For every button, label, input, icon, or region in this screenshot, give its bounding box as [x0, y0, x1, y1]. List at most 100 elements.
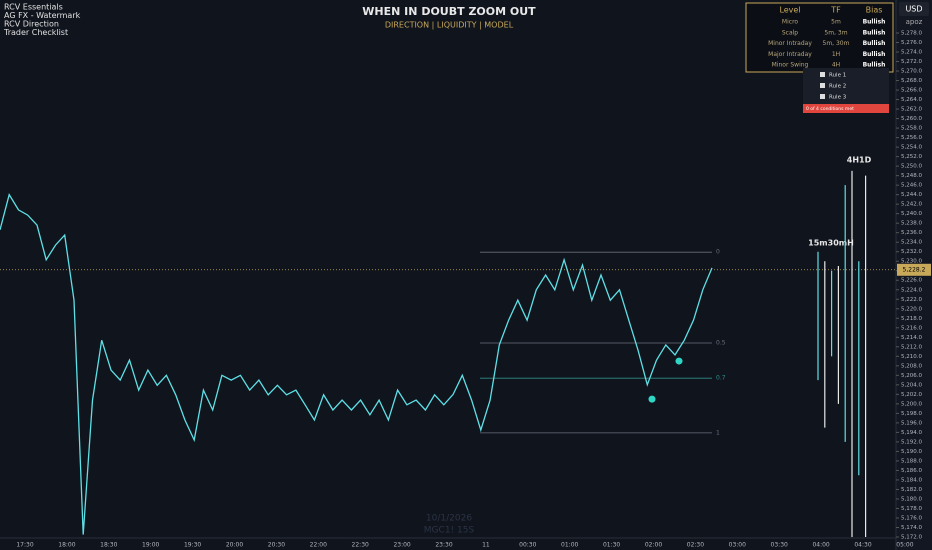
y-tick-label: 5,212.0: [901, 344, 922, 350]
table-cell: Bullish: [863, 40, 886, 47]
y-tick-label: 5,178.0: [901, 506, 922, 512]
fib-label: 0.7: [716, 375, 726, 382]
y-tick-label: 5,248.0: [901, 173, 922, 179]
y-tick-label: 5,274.0: [901, 50, 922, 56]
y-tick-label: 5,182.0: [901, 487, 922, 493]
liquidity-marker: [675, 357, 683, 365]
fib-label: 1: [716, 429, 720, 436]
table-cell: 5m, 30m: [823, 40, 850, 47]
table-header: Bias: [866, 6, 883, 15]
checkbox: [820, 83, 825, 88]
table-cell: Bullish: [863, 62, 886, 69]
y-tick-label: 5,192.0: [901, 439, 922, 445]
y-tick-label: 5,224.0: [901, 287, 922, 293]
x-tick-label: 04:00: [812, 542, 829, 549]
bias-table: [745, 2, 894, 73]
x-tick-label: 03:30: [771, 542, 788, 549]
y-tick-label: 5,266.0: [901, 88, 922, 94]
x-tick-label: 18:30: [100, 542, 117, 549]
y-tick-label: 5,204.0: [901, 382, 922, 388]
htf-label: 15m30mH: [808, 239, 854, 248]
watermark: MGC1! 15S: [424, 526, 475, 536]
y-tick-label: 5,184.0: [901, 477, 922, 483]
y-tick-label: 5,216.0: [901, 325, 922, 331]
y-tick-label: 5,244.0: [901, 192, 922, 198]
x-tick-label: 02:00: [645, 542, 662, 549]
last-price-box: [897, 263, 931, 276]
x-tick-label: 02:30: [687, 542, 704, 549]
checklist: [803, 68, 889, 104]
title: WHEN IN DOUBT ZOOM OUT: [362, 5, 536, 18]
y-tick-label: 5,174.0: [901, 525, 922, 531]
checklist-status: 0 of 4 conditions met: [806, 106, 854, 112]
table-cell: Bullish: [863, 51, 886, 58]
y-tick-label: 5,258.0: [901, 126, 922, 132]
table-cell: Scalp: [782, 29, 798, 36]
currency-button[interactable]: [899, 2, 929, 16]
y-tick-label: 5,210.0: [901, 354, 922, 360]
x-tick-label: 03:00: [729, 542, 746, 549]
y-tick-label: 5,202.0: [901, 392, 922, 398]
table-header: Level: [779, 6, 800, 15]
x-tick-label: 05:00: [896, 542, 913, 549]
watermark: 10/1/2026: [426, 514, 472, 524]
y-tick-label: 5,188.0: [901, 458, 922, 464]
user: apoz: [906, 18, 923, 26]
y-tick-label: 5,278.0: [901, 31, 922, 37]
y-tick-label: 5,254.0: [901, 145, 922, 151]
fib-label: 0.5: [716, 340, 726, 347]
currency[interactable]: USD: [905, 5, 922, 14]
y-tick-label: 5,234.0: [901, 240, 922, 246]
y-tick-label: 5,268.0: [901, 78, 922, 84]
indicator-name: Trader Checklist: [3, 28, 68, 37]
x-tick-label: 20:00: [226, 542, 243, 549]
subtitle: DIRECTION | LIQUIDITY | MODEL: [385, 21, 514, 30]
table-cell: 5m, 3m: [824, 29, 847, 36]
x-tick-label: 01:30: [603, 542, 620, 549]
price-line: [0, 193, 713, 535]
y-tick-label: 5,196.0: [901, 420, 922, 426]
indicator-name: AG FX - Watermark: [4, 11, 81, 20]
y-tick-label: 5,176.0: [901, 515, 922, 521]
y-tick-label: 5,250.0: [901, 164, 922, 170]
table-cell: 4H: [832, 62, 840, 69]
y-tick-label: 5,260.0: [901, 116, 922, 122]
x-tick-label: 18:00: [58, 542, 75, 549]
x-tick-label: 23:00: [393, 542, 410, 549]
table-cell: Minor Swing: [772, 62, 809, 69]
checklist-rule: Rule 2: [829, 84, 846, 90]
table-cell: Bullish: [863, 19, 886, 26]
x-tick-label: 23:30: [435, 542, 452, 549]
y-tick-label: 5,226.0: [901, 278, 922, 284]
indicator-name: RCV Direction: [4, 20, 59, 29]
y-tick-label: 5,262.0: [901, 107, 922, 113]
table-header: TF: [830, 6, 841, 15]
y-tick-label: 5,190.0: [901, 449, 922, 455]
y-tick-label: 5,246.0: [901, 183, 922, 189]
y-tick-label: 5,242.0: [901, 202, 922, 208]
y-tick-label: 5,200.0: [901, 401, 922, 407]
y-tick-label: 5,238.0: [901, 221, 922, 227]
y-tick-label: 5,264.0: [901, 97, 922, 103]
checkbox: [820, 94, 825, 99]
htf-label: 4H1D: [847, 156, 872, 165]
y-tick-label: 5,198.0: [901, 411, 922, 417]
y-tick-label: 5,220.0: [901, 306, 922, 312]
y-tick-label: 5,232.0: [901, 249, 922, 255]
y-tick-label: 5,208.0: [901, 363, 922, 369]
x-tick-label: 19:00: [142, 542, 159, 549]
last-price-label: 5,228.2: [903, 266, 926, 273]
y-tick-label: 5,270.0: [901, 69, 922, 75]
x-tick-label: 01:00: [561, 542, 578, 549]
y-tick-label: 5,172.0: [901, 535, 922, 541]
y-tick-label: 5,194.0: [901, 430, 922, 436]
y-tick-label: 5,218.0: [901, 316, 922, 322]
x-tick-label: 04:30: [854, 542, 871, 549]
y-tick-label: 5,206.0: [901, 373, 922, 379]
x-tick-label: 19:30: [184, 542, 201, 549]
y-tick-label: 5,186.0: [901, 468, 922, 474]
x-tick-label: 00:30: [519, 542, 536, 549]
y-tick-label: 5,230.0: [901, 259, 922, 265]
